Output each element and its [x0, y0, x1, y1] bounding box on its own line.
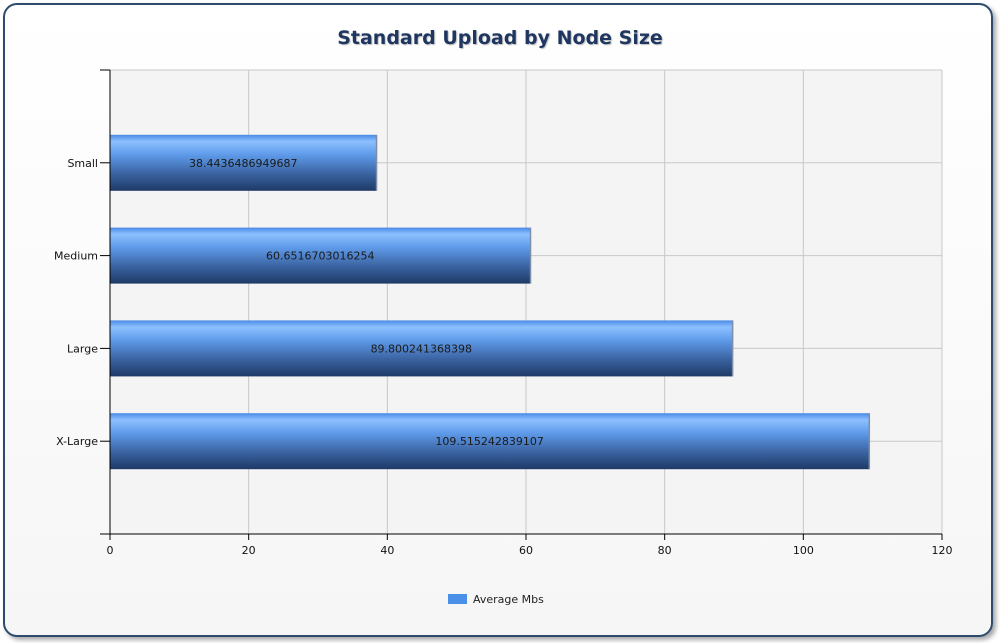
category-label: Small	[67, 157, 98, 170]
x-tick-label: 0	[107, 544, 114, 557]
bar	[110, 320, 733, 377]
bar	[110, 413, 870, 470]
x-tick-label: 60	[519, 544, 533, 557]
data-label: 38.4436486949687	[189, 157, 297, 170]
x-tick-label: 20	[242, 544, 256, 557]
category-label: Large	[67, 342, 98, 355]
x-tick-label: 100	[793, 544, 814, 557]
data-label: 89.800241368398	[371, 342, 472, 355]
chart-title: Standard Upload by Node Size	[337, 27, 663, 49]
legend-swatch	[448, 594, 467, 604]
category-label: Medium	[54, 250, 98, 263]
x-tick-label: 40	[380, 544, 394, 557]
x-tick-label: 120	[932, 544, 953, 557]
bar	[110, 227, 531, 284]
category-label: X-Large	[56, 435, 98, 448]
y-axis-labels: Small Medium Large X-Large	[54, 157, 98, 448]
bar	[110, 134, 377, 191]
x-axis-labels: 0 20 40 60 80 100 120	[107, 544, 953, 557]
x-tick-label: 80	[658, 544, 672, 557]
bars-group: 38.4436486949687 60.6516703016254 89.80024…	[110, 134, 871, 470]
axes-group	[100, 69, 943, 540]
data-label: 109.515242839107	[435, 435, 543, 448]
data-label: 60.6516703016254	[266, 250, 374, 263]
legend: Average Mbs	[448, 592, 544, 606]
legend-label: Average Mbs	[473, 592, 544, 606]
